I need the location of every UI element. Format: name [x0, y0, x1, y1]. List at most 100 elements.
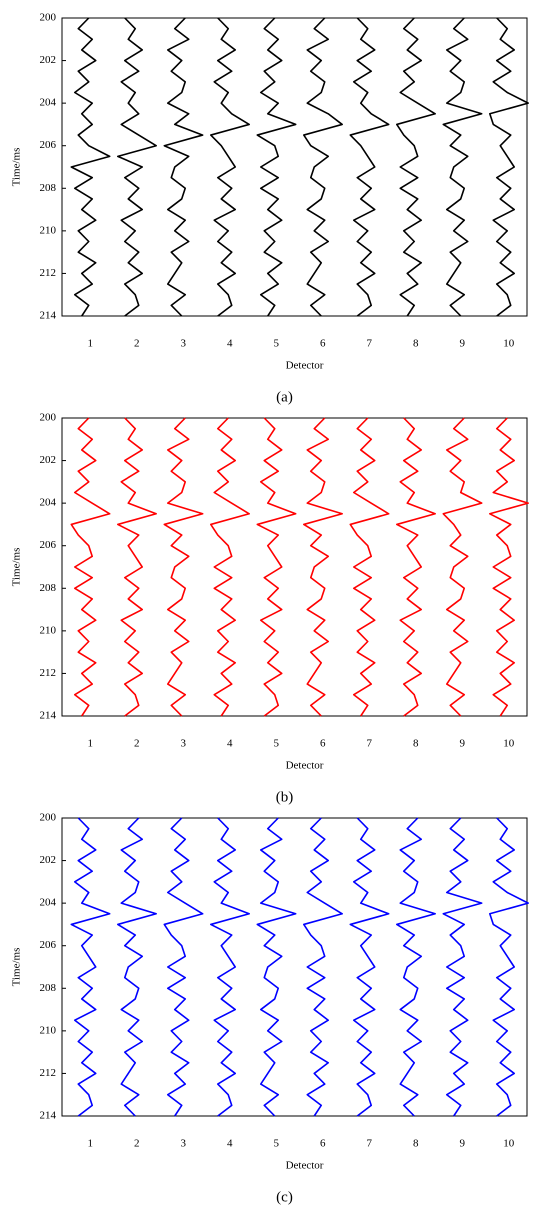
y-tick-label: 206: [40, 139, 57, 151]
x-tick-label: 6: [320, 1138, 326, 1150]
y-tick-label: 208: [40, 182, 57, 194]
x-tick-label: 2: [134, 1138, 140, 1150]
x-tick-label: 6: [320, 738, 326, 750]
trace: [396, 17, 436, 317]
trace: [489, 417, 529, 717]
x-tick-label: 8: [413, 1138, 419, 1150]
panel: 200 202 204 206 208 210 212 214 Time/ms 1 2 3 4 5 6 7 8 9…: [11, 12, 529, 405]
y-tick-label: 212: [40, 667, 57, 679]
trace: [442, 817, 483, 1117]
x-tick-label: 4: [227, 738, 233, 750]
trace: [117, 417, 157, 717]
y-axis-label: Time/ms: [11, 148, 23, 187]
y-tick-label: 210: [40, 624, 57, 636]
trace: [163, 417, 204, 717]
y-tick-label: 202: [40, 54, 57, 66]
trace: [489, 17, 529, 317]
x-axis-label: Detector: [286, 360, 324, 372]
trace: [256, 17, 297, 317]
x-tick-label: 3: [181, 738, 187, 750]
trace: [489, 817, 529, 1117]
x-tick-label: 2: [134, 738, 140, 750]
trace: [70, 417, 111, 717]
y-tick-label: 210: [40, 1024, 57, 1036]
x-tick-label: 10: [503, 338, 515, 350]
y-tick-label: 212: [40, 1067, 57, 1079]
trace: [70, 817, 111, 1117]
trace: [210, 417, 250, 717]
panel: 200 202 204 206 208 210 212 214 Time/ms 1 2 3 4 5 6 7 8 9…: [11, 812, 529, 1205]
x-tick-label: 5: [274, 738, 280, 750]
x-tick-label: 5: [274, 338, 280, 350]
x-tick-label: 1: [88, 1138, 94, 1150]
x-tick-label: 10: [503, 738, 515, 750]
x-tick-label: 9: [460, 1138, 466, 1150]
caption: (b): [276, 789, 294, 805]
trace: [210, 817, 250, 1117]
y-tick-label: 214: [40, 1110, 57, 1122]
x-axis-label: Detector: [286, 760, 324, 772]
y-tick-label: 202: [40, 454, 57, 466]
panel: 200 202 204 206 208 210 212 214 Time/ms 1 2 3 4 5 6 7 8 9…: [11, 412, 529, 805]
trace: [303, 417, 343, 717]
x-tick-label: 7: [367, 1138, 373, 1150]
x-tick-label: 3: [181, 1138, 187, 1150]
plot-frame: [61, 417, 528, 717]
y-tick-label: 206: [40, 539, 57, 551]
caption: (a): [276, 389, 293, 405]
x-tick-label: 9: [460, 338, 466, 350]
trace: [210, 17, 250, 317]
y-tick-label: 214: [40, 310, 57, 322]
plot-frame: [61, 17, 528, 317]
x-tick-label: 7: [367, 338, 373, 350]
x-tick-label: 7: [367, 738, 373, 750]
trace: [349, 17, 390, 317]
y-tick-label: 200: [40, 412, 57, 424]
y-tick-label: 204: [40, 497, 57, 509]
trace: [70, 17, 111, 317]
trace: [303, 17, 343, 317]
x-tick-label: 5: [274, 1138, 280, 1150]
plot-frame: [61, 817, 528, 1117]
trace: [349, 417, 390, 717]
y-tick-label: 208: [40, 982, 57, 994]
trace: [163, 17, 204, 317]
y-axis-label: Time/ms: [11, 948, 23, 987]
y-tick-label: 214: [40, 710, 57, 722]
x-tick-label: 9: [460, 738, 466, 750]
trace: [117, 817, 157, 1117]
trace: [256, 817, 297, 1117]
y-tick-label: 208: [40, 582, 57, 594]
trace: [303, 817, 343, 1117]
trace: [349, 817, 390, 1117]
x-tick-label: 8: [413, 338, 419, 350]
trace: [442, 417, 483, 717]
x-axis-label: Detector: [286, 1160, 324, 1172]
trace: [163, 817, 204, 1117]
y-tick-label: 210: [40, 224, 57, 236]
x-tick-label: 10: [503, 1138, 515, 1150]
x-tick-label: 1: [88, 738, 94, 750]
x-tick-label: 1: [88, 338, 94, 350]
x-tick-label: 8: [413, 738, 419, 750]
trace: [117, 17, 157, 317]
trace: [442, 17, 483, 317]
y-axis-label: Time/ms: [11, 548, 23, 587]
y-tick-label: 204: [40, 97, 57, 109]
y-tick-label: 204: [40, 897, 57, 909]
y-tick-label: 200: [40, 812, 57, 824]
trace: [396, 817, 436, 1117]
x-tick-label: 6: [320, 338, 326, 350]
y-tick-label: 200: [40, 12, 57, 24]
y-tick-label: 206: [40, 939, 57, 951]
y-tick-label: 212: [40, 267, 57, 279]
caption: (c): [276, 1189, 293, 1205]
trace: [396, 417, 436, 717]
x-tick-label: 4: [227, 1138, 233, 1150]
y-tick-label: 202: [40, 854, 57, 866]
trace: [256, 417, 297, 717]
x-tick-label: 3: [181, 338, 187, 350]
x-tick-label: 2: [134, 338, 140, 350]
x-tick-label: 4: [227, 338, 233, 350]
